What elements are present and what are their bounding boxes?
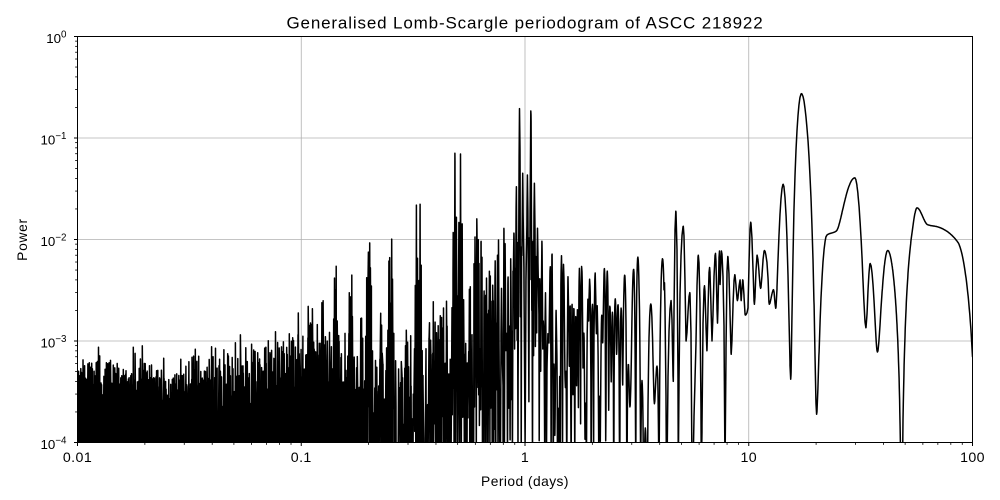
svg-text:Generalised Lomb-Scargle perio: Generalised Lomb-Scargle periodogram of …	[286, 14, 763, 33]
svg-text:Power: Power	[15, 218, 30, 261]
svg-text:0.01: 0.01	[63, 450, 92, 466]
svg-text:1: 1	[521, 450, 529, 466]
svg-text:0.1: 0.1	[291, 450, 312, 466]
svg-text:10: 10	[740, 450, 757, 466]
svg-text:Period (days): Period (days)	[481, 474, 569, 489]
svg-text:100: 100	[960, 450, 985, 466]
